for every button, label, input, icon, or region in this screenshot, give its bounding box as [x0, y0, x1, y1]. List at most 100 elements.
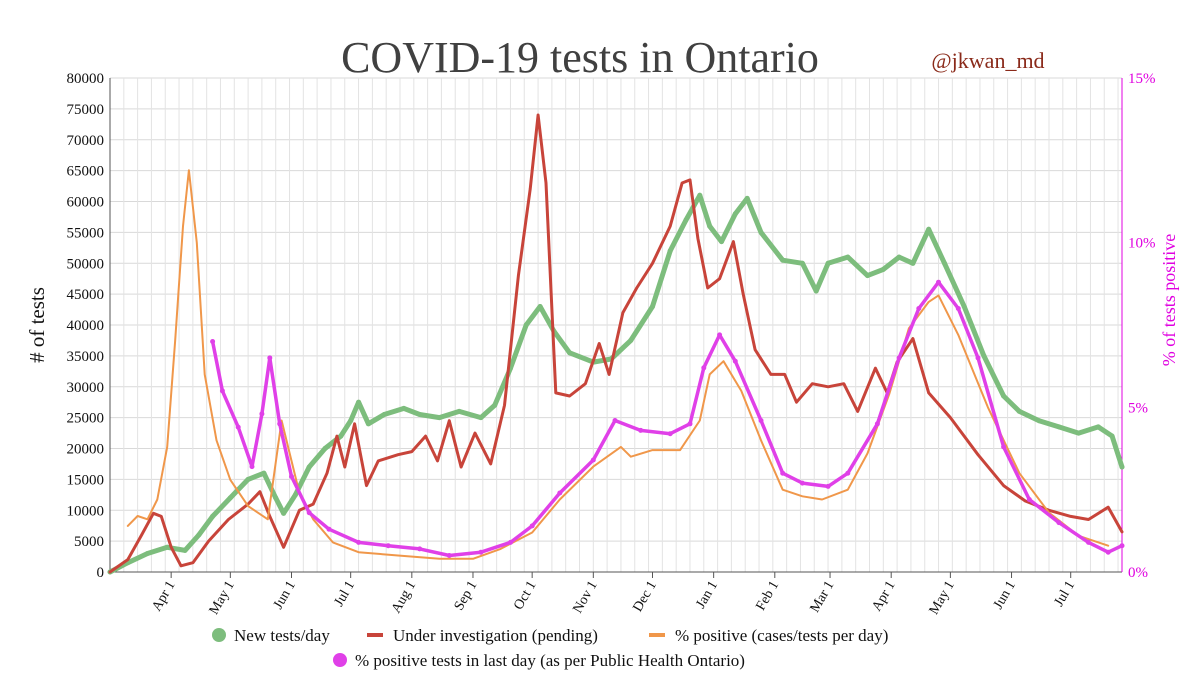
- series-new-tests-point: [381, 412, 387, 417]
- series-new-tests-point: [567, 350, 573, 356]
- series-pho-positive-point: [1026, 497, 1032, 502]
- series-new-tests-point: [227, 495, 233, 501]
- y-tick-label-left: 40000: [67, 318, 105, 334]
- y-tick-label-left: 10000: [67, 503, 105, 519]
- legend-swatch-pending: [367, 633, 383, 637]
- series-pho-positive-point: [701, 365, 707, 371]
- y-tick-label-left: 15000: [67, 472, 105, 488]
- series-new-tests-point: [719, 239, 724, 245]
- series-new-tests-line: [107, 192, 1125, 575]
- series-new-tests-point: [628, 337, 634, 343]
- series-new-tests-point: [697, 192, 703, 198]
- series-new-tests-point: [523, 322, 529, 328]
- series-pho-positive-point: [210, 339, 216, 344]
- series-new-tests-point: [942, 260, 947, 266]
- series-pho-positive-point: [259, 411, 265, 417]
- legend-swatch-pho-positive: [333, 653, 347, 667]
- series-pho-positive-point: [590, 457, 596, 463]
- y-tick-label-left: 20000: [67, 442, 105, 458]
- series-pho-positive-point: [1119, 543, 1125, 549]
- y-tick-label-left: 45000: [67, 287, 105, 303]
- y-tick-label-right: 5%: [1128, 400, 1148, 416]
- series-pho-positive-point: [1086, 539, 1091, 545]
- series-pho-positive-point: [732, 358, 738, 364]
- y-tick-label-left: 35000: [67, 349, 105, 365]
- legend-swatch-percent-positive: [649, 633, 665, 637]
- series-new-tests-point: [1016, 408, 1022, 414]
- y-tick-label-right: 10%: [1128, 236, 1156, 252]
- series-new-tests-point: [1001, 393, 1007, 399]
- series-new-tests-point: [1056, 424, 1062, 430]
- series-new-tests-point: [910, 260, 916, 266]
- series-pho-positive-point: [758, 418, 764, 423]
- series-new-tests-point: [1095, 424, 1101, 430]
- series-new-tests-point: [865, 273, 870, 279]
- series-new-tests-point: [667, 248, 673, 254]
- series-new-tests-point: [145, 551, 150, 556]
- series-new-tests-point: [650, 304, 655, 309]
- series-pho-positive-point: [975, 355, 981, 361]
- series-new-tests-point: [1036, 418, 1042, 424]
- series-pho-positive-point: [356, 539, 362, 545]
- series-new-tests-point: [799, 260, 805, 266]
- series-new-tests-point: [196, 532, 202, 538]
- series-pho-positive-point: [326, 526, 332, 532]
- series-pho-positive-point: [557, 490, 563, 496]
- series-new-tests-point: [436, 415, 442, 421]
- series-pho-positive-point: [612, 418, 618, 423]
- y-tick-label-left: 50000: [67, 256, 105, 272]
- y-tick-label-left: 30000: [67, 380, 105, 396]
- series-new-tests-point: [281, 510, 287, 516]
- series-new-tests-point: [707, 223, 713, 229]
- series-new-tests-point: [245, 476, 251, 482]
- series-new-tests-point: [356, 399, 362, 405]
- series-new-tests-point: [164, 544, 170, 550]
- series-new-tests-point: [825, 260, 831, 266]
- series-new-tests-point: [306, 464, 312, 470]
- series-pho-positive-point: [478, 549, 484, 555]
- series-pho-positive-point: [529, 523, 535, 529]
- series-new-tests-point: [365, 421, 371, 427]
- series-new-tests-point: [401, 405, 407, 411]
- y-tick-label-left: 75000: [67, 102, 105, 118]
- series-new-tests-point: [1076, 430, 1082, 436]
- y-tick-label-left: 5000: [74, 534, 104, 550]
- series-new-tests-point: [813, 288, 819, 294]
- y-tick-label-left: 25000: [67, 411, 105, 427]
- legend: New tests/day Under investigation (pendi…: [212, 626, 888, 670]
- series-new-tests-point: [492, 402, 498, 408]
- series-new-tests-point: [780, 257, 786, 263]
- series-new-tests-point: [926, 226, 932, 232]
- legend-label-pho-positive: % positive tests in last day (as per Pub…: [355, 651, 745, 670]
- series-new-tests-point: [292, 492, 298, 498]
- series-new-tests-point: [961, 304, 967, 309]
- series-new-tests: [107, 192, 1125, 575]
- series-new-tests-point: [322, 446, 328, 451]
- series-new-tests-point: [683, 217, 689, 223]
- series-new-tests-point: [880, 266, 886, 272]
- y-tick-label-right: 0%: [1128, 565, 1148, 581]
- legend-item-new-tests: New tests/day: [212, 626, 330, 645]
- legend-item-pho-positive: % positive tests in last day (as per Pub…: [333, 651, 745, 670]
- y-axis-label-right: % of tests positive: [1159, 234, 1179, 367]
- series-new-tests-point: [744, 195, 750, 201]
- series-pho-positive-point: [845, 470, 851, 476]
- y-tick-label-left: 70000: [67, 133, 105, 149]
- series-pho-positive: [210, 279, 1125, 558]
- series-new-tests-point: [537, 304, 543, 309]
- series-pho-positive-point: [936, 279, 941, 285]
- series-new-tests-point: [896, 254, 902, 260]
- y-tick-label-left: 0: [97, 565, 105, 581]
- series-new-tests-point: [273, 495, 279, 501]
- y-tick-label-left: 65000: [67, 164, 105, 180]
- series-new-tests-point: [456, 408, 462, 414]
- series-pho-positive-point: [825, 483, 831, 489]
- legend-item-pending: Under investigation (pending): [367, 626, 598, 645]
- legend-swatch-new-tests: [212, 628, 226, 642]
- series-new-tests-point: [758, 229, 764, 235]
- series-pho-positive-point: [916, 306, 922, 311]
- series-new-tests-point: [845, 254, 851, 260]
- right-axis-ticks: 0% 5% 10% 15%: [1128, 71, 1156, 581]
- legend-label-percent-positive: % positive (cases/tests per day): [675, 626, 888, 645]
- series-pho-positive-point: [638, 427, 644, 433]
